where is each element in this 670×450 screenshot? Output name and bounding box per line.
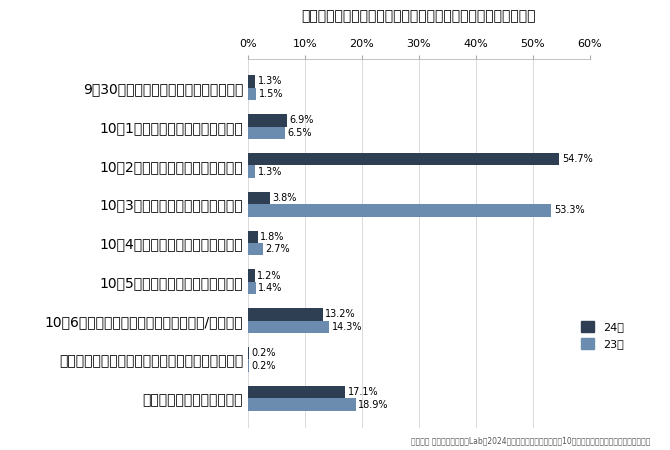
Title: 内定式に参加したか（内定自体で内定式不参加の学生を除く）: 内定式に参加したか（内定自体で内定式不参加の学生を除く） bbox=[302, 9, 536, 23]
Bar bbox=[248, 114, 287, 126]
Text: 53.3%: 53.3% bbox=[553, 205, 584, 216]
Text: 1.3%: 1.3% bbox=[257, 166, 282, 176]
Text: 0.2%: 0.2% bbox=[251, 361, 276, 371]
Text: 1.5%: 1.5% bbox=[259, 89, 283, 99]
Bar bbox=[248, 230, 258, 243]
Text: 2.7%: 2.7% bbox=[265, 244, 290, 254]
Bar bbox=[248, 192, 269, 204]
Bar bbox=[248, 282, 256, 294]
Bar bbox=[248, 88, 257, 100]
Bar bbox=[248, 126, 285, 139]
Bar bbox=[248, 153, 559, 165]
Text: マイナビ キャリアリサーチLab「2024年卒大学生活動実態調査（10月中旬）」より弊社にてグラフを作成: マイナビ キャリアリサーチLab「2024年卒大学生活動実態調査（10月中旬）」… bbox=[411, 436, 650, 446]
Legend: 24卒, 23卒: 24卒, 23卒 bbox=[576, 317, 628, 354]
Text: 3.8%: 3.8% bbox=[272, 193, 296, 203]
Text: 18.9%: 18.9% bbox=[358, 400, 389, 410]
Bar bbox=[248, 386, 345, 398]
Text: 6.9%: 6.9% bbox=[289, 115, 314, 125]
Text: 54.7%: 54.7% bbox=[561, 154, 592, 164]
Text: 0.2%: 0.2% bbox=[251, 348, 276, 358]
Text: 6.5%: 6.5% bbox=[287, 128, 312, 138]
Bar bbox=[248, 243, 263, 256]
Text: 1.2%: 1.2% bbox=[257, 270, 281, 281]
Text: 1.8%: 1.8% bbox=[261, 232, 285, 242]
Bar bbox=[248, 347, 249, 360]
Bar bbox=[248, 270, 255, 282]
Bar bbox=[248, 360, 249, 372]
Text: 17.1%: 17.1% bbox=[348, 387, 378, 397]
Text: 1.3%: 1.3% bbox=[257, 76, 282, 86]
Text: 13.2%: 13.2% bbox=[326, 310, 356, 320]
Text: 14.3%: 14.3% bbox=[332, 322, 362, 332]
Bar bbox=[248, 165, 255, 178]
Bar bbox=[248, 321, 330, 333]
Bar bbox=[248, 308, 323, 321]
Bar bbox=[248, 75, 255, 88]
Bar bbox=[248, 204, 551, 216]
Bar bbox=[248, 398, 356, 411]
Text: 1.4%: 1.4% bbox=[258, 283, 283, 293]
